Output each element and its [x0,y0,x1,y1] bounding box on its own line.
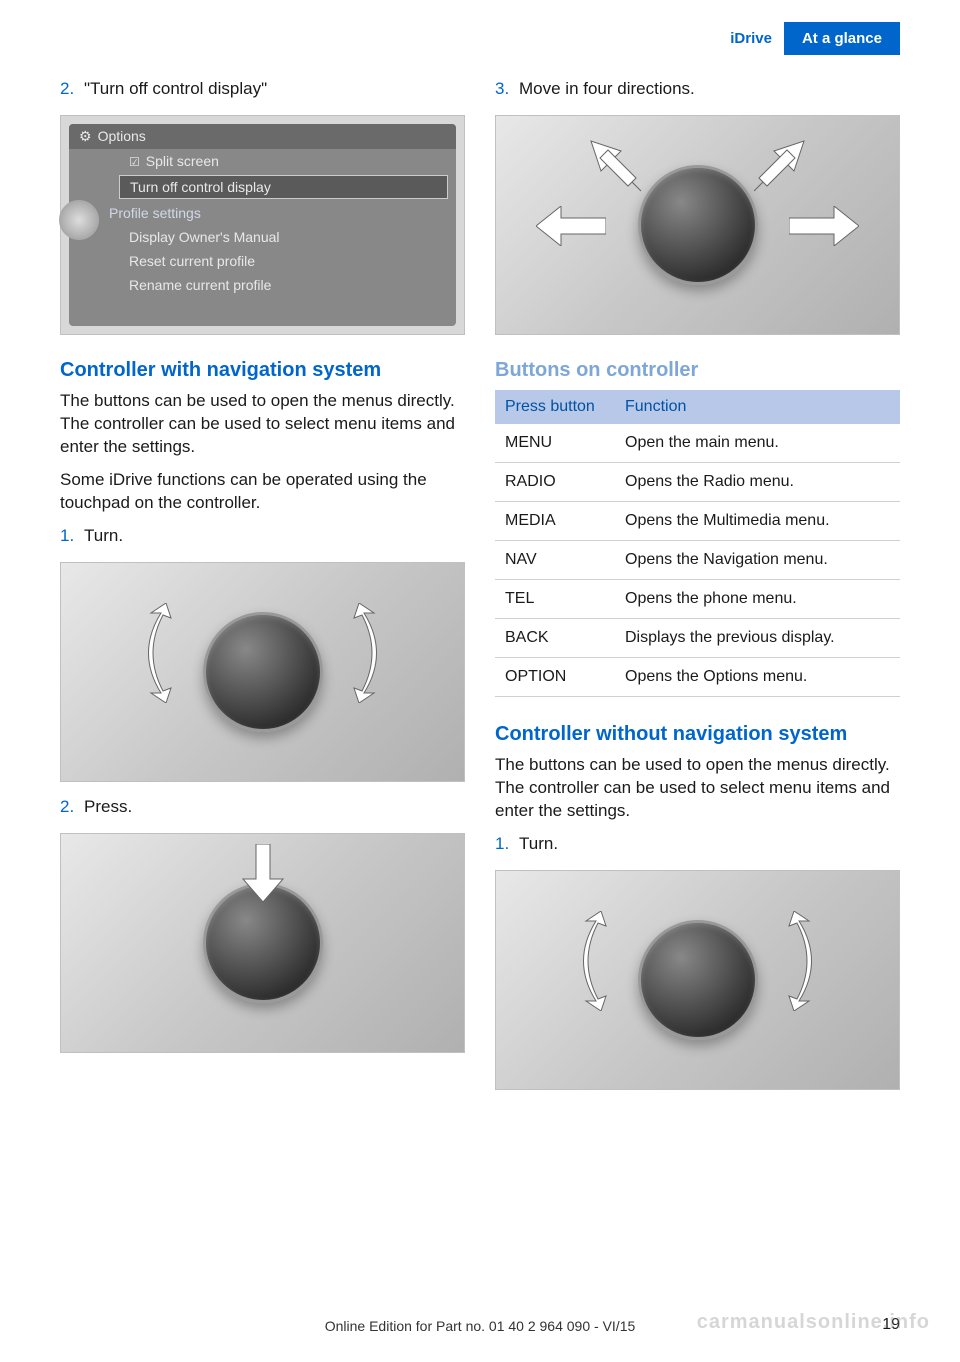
header-chapter: At a glance [784,22,900,55]
step-number: 1. [60,525,84,548]
step-text: Move in four directions. [519,78,900,101]
controller-turn-figure-2 [495,870,900,1090]
table-cell: Opens the Radio menu. [615,462,900,501]
move-arrow-upleft-icon [586,136,646,196]
footer-text: Online Edition for Part no. 01 40 2 964 … [325,1318,636,1334]
move-arrow-left-icon [536,206,606,246]
watermark: carmanualsonline.info [697,1311,930,1334]
header-section: iDrive [730,30,772,47]
buttons-table: Press button Function MENUOpen the main … [495,390,900,697]
controller-turn-figure [60,562,465,782]
step-text: Turn. [84,525,465,548]
step-number: 2. [60,796,84,819]
turn-arrow-left-icon [131,603,191,703]
step-text: "Turn off control display" [84,78,465,101]
screen-row-rename: Rename current profile [69,273,456,297]
step-number: 3. [495,78,519,101]
table-row: NAVOpens the Navigation menu. [495,540,900,579]
table-row: OPTIONOpens the Options menu. [495,657,900,696]
table-cell: MENU [495,424,615,463]
controller-knob-icon [203,612,323,732]
table-cell: BACK [495,618,615,657]
screen-heading: Profile settings [69,201,456,225]
table-row: TELOpens the phone menu. [495,579,900,618]
screen-inner: Options Split screen Turn off control di… [69,124,456,326]
table-cell: NAV [495,540,615,579]
para-nav-1: The buttons can be used to open the menu… [60,390,465,459]
screen-row-split: Split screen [69,149,456,173]
para-nav-2: Some iDrive functions can be operated us… [60,469,465,515]
press-arrow-down-icon [238,844,288,904]
step-press: 2. Press. [60,796,465,819]
step-text: Turn. [519,833,900,856]
table-header-press: Press button [495,390,615,424]
turn-arrow-left-icon [566,911,626,1011]
table-body: MENUOpen the main menu. RADIOOpens the R… [495,424,900,697]
table-row: BACKDisplays the previous display. [495,618,900,657]
step-2: 2. "Turn off control display" [60,78,465,101]
table-cell: Opens the Multimedia menu. [615,501,900,540]
controller-press-figure [60,833,465,1053]
para-nonav: The buttons can be used to open the menu… [495,754,900,823]
idrive-screen-figure: Options Split screen Turn off control di… [60,115,465,335]
screen-title: Options [69,124,456,149]
table-cell: Opens the phone menu. [615,579,900,618]
knob-icon [59,200,99,240]
table-cell: Displays the previous display. [615,618,900,657]
screen-row-reset: Reset current profile [69,249,456,273]
table-cell: TEL [495,579,615,618]
table-cell: Open the main menu. [615,424,900,463]
step-3: 3. Move in four directions. [495,78,900,101]
controller-knob-icon [638,920,758,1040]
table-cell: RADIO [495,462,615,501]
table-header-function: Function [615,390,900,424]
step-turn-2: 1. Turn. [495,833,900,856]
table-cell: Opens the Navigation menu. [615,540,900,579]
move-arrow-upright-icon [749,136,809,196]
screen-row-selected: Turn off control display [119,175,448,199]
turn-arrow-right-icon [769,911,829,1011]
table-row: MEDIAOpens the Multimedia menu. [495,501,900,540]
table-row: RADIOOpens the Radio menu. [495,462,900,501]
table-row: MENUOpen the main menu. [495,424,900,463]
controller-move-figure [495,115,900,335]
turn-arrow-right-icon [334,603,394,703]
step-text: Press. [84,796,465,819]
step-number: 1. [495,833,519,856]
table-cell: MEDIA [495,501,615,540]
left-column: 2. "Turn off control display" Options Sp… [60,78,465,1104]
step-turn: 1. Turn. [60,525,465,548]
table-cell: OPTION [495,657,615,696]
right-column: 3. Move in four directions. Buttons on c… [495,78,900,1104]
screen-row-manual: Display Owner's Manual [69,225,456,249]
heading-buttons: Buttons on controller [495,359,900,382]
heading-controller-nav: Controller with navigation system [60,359,465,382]
page-header: iDrive At a glance [730,22,900,55]
move-arrow-right-icon [789,206,859,246]
screen-side-knob [59,200,109,250]
step-number: 2. [60,78,84,101]
content-columns: 2. "Turn off control display" Options Sp… [60,78,900,1104]
controller-knob-icon [638,165,758,285]
table-cell: Opens the Options menu. [615,657,900,696]
heading-controller-nonav: Controller without navigation system [495,723,900,746]
